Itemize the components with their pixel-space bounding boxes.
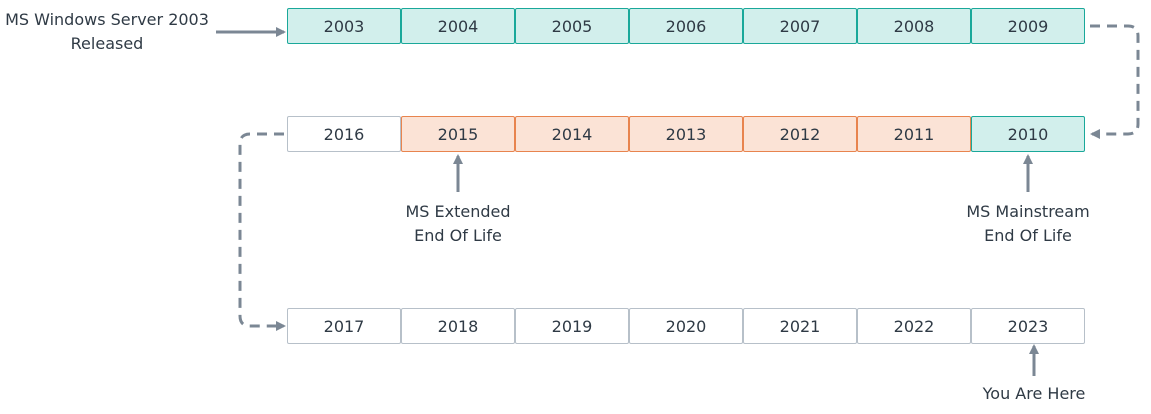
extended-eol-line1: MS Extended [405, 202, 511, 221]
extended-eol-annotation: MS Extended End Of Life [388, 200, 528, 248]
year-box-2013: 2013 [629, 116, 743, 152]
release-annotation: MS Windows Server 2003 Released [0, 8, 214, 56]
year-box-2004: 2004 [401, 8, 515, 44]
year-box-2018: 2018 [401, 308, 515, 344]
mainstream-eol-line2: End Of Life [984, 226, 1072, 245]
you-are-here-annotation: You Are Here [964, 382, 1104, 406]
year-box-2008: 2008 [857, 8, 971, 44]
you-are-here-line1: You Are Here [982, 384, 1086, 403]
year-box-2007: 2007 [743, 8, 857, 44]
year-box-2023: 2023 [971, 308, 1085, 344]
mainstream-eol-annotation: MS Mainstream End Of Life [948, 200, 1108, 248]
year-box-2016: 2016 [287, 116, 401, 152]
row1-to-row2-connector [1090, 24, 1140, 139]
year-box-2006: 2006 [629, 8, 743, 44]
year-box-2020: 2020 [629, 308, 743, 344]
year-box-2014: 2014 [515, 116, 629, 152]
year-box-2017: 2017 [287, 308, 401, 344]
mainstream-eol-line1: MS Mainstream [966, 202, 1090, 221]
year-box-2021: 2021 [743, 308, 857, 344]
year-box-2019: 2019 [515, 308, 629, 344]
year-box-2022: 2022 [857, 308, 971, 344]
year-box-2012: 2012 [743, 116, 857, 152]
release-annotation-line2: Released [70, 34, 144, 53]
year-box-2003: 2003 [287, 8, 401, 44]
year-box-2005: 2005 [515, 8, 629, 44]
row2-to-row3-connector [238, 132, 286, 331]
year-box-2015: 2015 [401, 116, 515, 152]
year-box-2010: 2010 [971, 116, 1085, 152]
year-box-2009: 2009 [971, 8, 1085, 44]
extended-eol-line2: End Of Life [414, 226, 502, 245]
year-box-2011: 2011 [857, 116, 971, 152]
release-annotation-line1: MS Windows Server 2003 [5, 10, 209, 29]
